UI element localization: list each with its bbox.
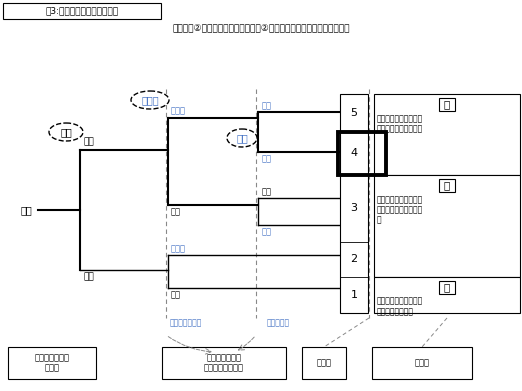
Bar — [439, 280, 455, 294]
Text: リスク: リスク — [316, 359, 331, 368]
Bar — [162, 347, 286, 379]
Bar — [439, 98, 455, 111]
Text: 日常的: 日常的 — [171, 244, 186, 253]
Bar — [340, 94, 368, 313]
Bar — [374, 175, 520, 276]
Text: 可能: 可能 — [236, 133, 248, 143]
Text: 日常的: 日常的 — [171, 106, 186, 115]
Text: 軽傷: 軽傷 — [84, 272, 95, 281]
Text: 重大: 重大 — [60, 127, 72, 137]
Text: 直ちにリスク低減措置
を実施する必要がある: 直ちにリスク低減措置 を実施する必要がある — [377, 114, 423, 133]
Text: まれ: まれ — [171, 207, 181, 216]
Text: 高: 高 — [444, 99, 450, 109]
Text: 負傷又は疾病の
重篤度: 負傷又は疾病の 重篤度 — [34, 353, 69, 373]
Text: 困難: 困難 — [262, 187, 272, 196]
Text: 例3:枝分かれ図を用いた方法: 例3:枝分かれ図を用いた方法 — [45, 7, 118, 16]
Text: 開始: 開始 — [20, 205, 32, 215]
Bar — [439, 179, 455, 192]
Text: 重大: 重大 — [84, 137, 95, 146]
Text: 負傷又は疾病の
発生可能性の度合: 負傷又は疾病の 発生可能性の度合 — [204, 353, 244, 373]
Text: 優先度: 優先度 — [414, 359, 430, 368]
Text: 困難: 困難 — [262, 101, 272, 110]
Ellipse shape — [49, 123, 83, 141]
Text: 必要に応じてリスク低
減措置を実施する: 必要に応じてリスク低 減措置を実施する — [377, 296, 423, 316]
Text: 居合わせる確立: 居合わせる確立 — [170, 319, 202, 328]
Text: 1: 1 — [350, 290, 358, 300]
Text: 回避可能性: 回避可能性 — [266, 319, 290, 328]
Text: 4: 4 — [350, 149, 358, 158]
Text: 低: 低 — [444, 282, 450, 292]
Bar — [8, 347, 96, 379]
Text: 3: 3 — [350, 203, 358, 213]
Bar — [338, 132, 386, 175]
Text: まれ: まれ — [171, 290, 181, 299]
Text: 5: 5 — [350, 108, 358, 118]
Text: 可能: 可能 — [262, 227, 272, 236]
Ellipse shape — [131, 91, 169, 109]
Text: 2: 2 — [350, 254, 358, 264]
Bar — [372, 347, 472, 379]
Text: 中: 中 — [444, 181, 450, 190]
Bar — [3, 3, 161, 19]
Bar — [374, 276, 520, 313]
Ellipse shape — [227, 129, 257, 147]
Text: 速やかにリスク低減措
置を実施する必要があ
る: 速やかにリスク低減措 置を実施する必要があ る — [377, 195, 423, 225]
Text: 日常的: 日常的 — [141, 95, 159, 105]
Bar — [302, 347, 346, 379]
Text: 重篤度「②重大」、可能性の度合「②比較的高い」の場合の見積もり例: 重篤度「②重大」、可能性の度合「②比較的高い」の場合の見積もり例 — [172, 23, 350, 32]
Bar — [374, 94, 520, 175]
Text: 可能: 可能 — [262, 154, 272, 163]
